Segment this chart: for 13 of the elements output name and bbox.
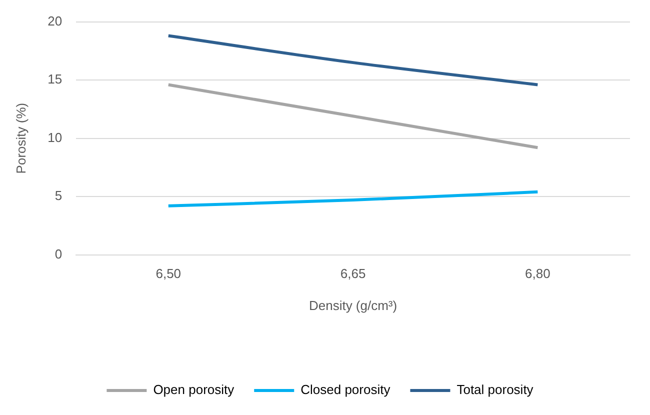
x-axis-title: Density (g/cm³)	[308, 298, 398, 313]
x-tick-label: 6,80	[525, 266, 550, 282]
legend-label: Total porosity	[456, 382, 534, 398]
x-tick-label: 6,50	[156, 266, 182, 282]
x-tick-label: 6,65	[340, 266, 366, 282]
y-tick-label: 5	[54, 188, 62, 204]
y-tick-label: 15	[48, 72, 62, 87]
legend-label: Closed porosity	[300, 382, 391, 398]
y-tick-label: 20	[48, 13, 62, 28]
y-tick-label: 0	[54, 246, 62, 262]
legend-label: Open porosity	[153, 382, 235, 398]
y-axis-title: Porosity (%)	[13, 102, 28, 174]
y-tick-label: 10	[48, 130, 62, 145]
